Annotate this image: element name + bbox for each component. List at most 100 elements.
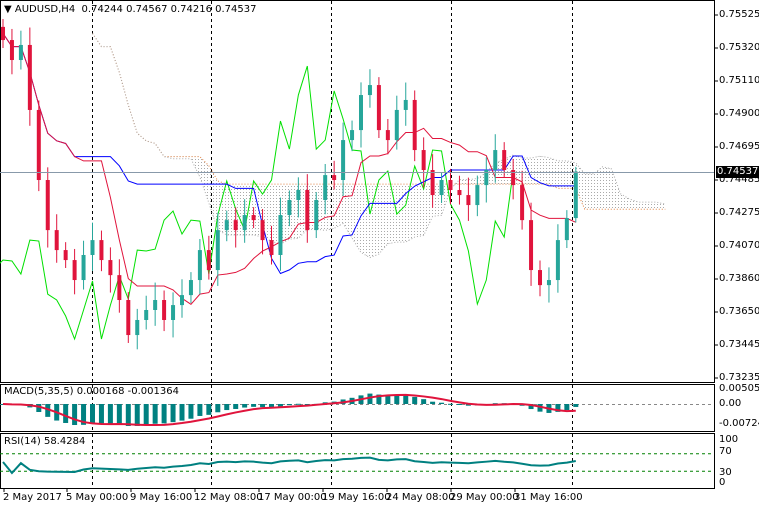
panel-border <box>0 0 715 383</box>
macd-bar <box>385 395 391 404</box>
candle-body <box>54 230 59 251</box>
candle-body <box>457 190 462 196</box>
candle-body <box>350 130 355 141</box>
candle-body <box>287 199 292 216</box>
candle-body <box>475 185 480 206</box>
price-axis-label: 0.75320 <box>719 42 759 53</box>
macd-bar <box>161 404 167 424</box>
time-axis-label: 19 May 16:00 <box>322 492 391 503</box>
macd-bar <box>367 393 373 404</box>
macd-bar <box>72 404 78 426</box>
price-axis-label: 0.73445 <box>719 339 759 350</box>
price-axis-label: 0.74275 <box>719 207 759 218</box>
candle-body <box>171 305 176 320</box>
macd-bar <box>206 404 212 415</box>
candle-body <box>117 275 122 301</box>
macd-bar <box>36 404 42 412</box>
candle-body <box>180 295 184 306</box>
rsi-axis-70: 70 <box>719 446 732 457</box>
panel-border <box>0 433 715 489</box>
candle-body <box>502 150 507 171</box>
candle-body <box>573 171 578 219</box>
macd-bar <box>412 396 418 404</box>
chart-title: ▼ AUDUSD,H4 0.74244 0.74567 0.74216 0.74… <box>4 4 257 15</box>
time-axis-label: 2 May 2017 <box>3 492 62 503</box>
candle-body <box>367 85 372 96</box>
price-axis-label: 0.74695 <box>719 141 759 152</box>
candle-body <box>1 26 5 41</box>
candle-body <box>206 250 211 271</box>
candle-body <box>341 140 346 181</box>
macd-bar <box>251 404 257 407</box>
candle-body <box>484 170 489 186</box>
macd-bar <box>269 404 274 408</box>
candle-body <box>126 300 131 336</box>
macd-bar <box>564 404 570 411</box>
macd-bar <box>233 404 239 409</box>
candle-body <box>538 270 542 286</box>
ichimoku-cloud <box>92 33 666 258</box>
candle-body <box>99 240 104 261</box>
macd-bar <box>116 404 122 425</box>
macd-bar <box>224 404 230 411</box>
current-price-tag: 0.74537 <box>716 166 759 178</box>
macd-bar <box>170 404 176 423</box>
time-axis-label: 29 May 00:00 <box>450 492 519 503</box>
macd-bar <box>63 404 69 423</box>
rsi-axis-0: 0 <box>719 477 726 488</box>
price-axis-label: 0.73235 <box>719 372 759 383</box>
candle-body <box>81 254 86 281</box>
macd-bar <box>376 394 382 404</box>
candle-body <box>188 280 193 296</box>
macd-bar <box>555 404 561 412</box>
candle-body <box>314 199 319 231</box>
macd-axis-min: -0.007249 <box>719 418 759 429</box>
macd-bar <box>492 403 498 405</box>
macd-bar <box>403 394 409 404</box>
candle-body <box>323 175 328 200</box>
macd-bar <box>107 404 113 424</box>
candle-body <box>529 220 534 271</box>
macd-bar <box>242 404 248 408</box>
rsi-label: RSI(14) 58.4284 <box>4 436 86 447</box>
macd-bar <box>277 404 283 407</box>
price-axis-label: 0.74900 <box>719 108 759 119</box>
candle-body <box>90 240 95 255</box>
candle-body <box>45 180 50 231</box>
macd-label: MACD(5,35,5) 0.000168 -0.001364 <box>4 386 179 397</box>
price-axis-label: 0.73650 <box>719 306 759 317</box>
time-axis-label: 24 May 08:00 <box>386 492 455 503</box>
macd-bar <box>179 404 185 421</box>
candle-body <box>27 44 32 110</box>
candle-body <box>260 220 265 241</box>
candle-body <box>9 40 14 61</box>
panel-border <box>0 384 715 432</box>
macd-bar <box>430 401 436 404</box>
candle-body <box>135 319 140 336</box>
time-axis-label: 9 May 16:00 <box>130 492 193 503</box>
macd-bar <box>152 404 158 424</box>
candle-body <box>305 190 310 231</box>
candle-body <box>224 220 229 231</box>
macd-bar <box>134 404 140 426</box>
price-axis-label: 0.74070 <box>719 240 759 251</box>
candle-body <box>72 260 77 281</box>
candle-body <box>278 215 283 255</box>
candle-body <box>555 240 560 281</box>
candle-body <box>108 260 113 276</box>
macd-bar <box>537 404 543 412</box>
triangle-down-icon[interactable]: ▼ <box>4 4 12 15</box>
candle-body <box>269 240 274 255</box>
rsi-line <box>2 456 576 475</box>
macd-axis-zero: 0.00 <box>719 398 742 409</box>
candle-body <box>18 44 23 61</box>
macd-bar <box>394 395 400 404</box>
candle-body <box>153 300 158 310</box>
macd-axis-max: 0.005052 <box>719 383 759 394</box>
candle-body <box>564 218 569 241</box>
macd-bar <box>260 404 266 408</box>
candle-body <box>63 250 68 261</box>
symbol-label: AUDUSD,H4 <box>14 4 76 15</box>
candle-body <box>412 99 417 151</box>
